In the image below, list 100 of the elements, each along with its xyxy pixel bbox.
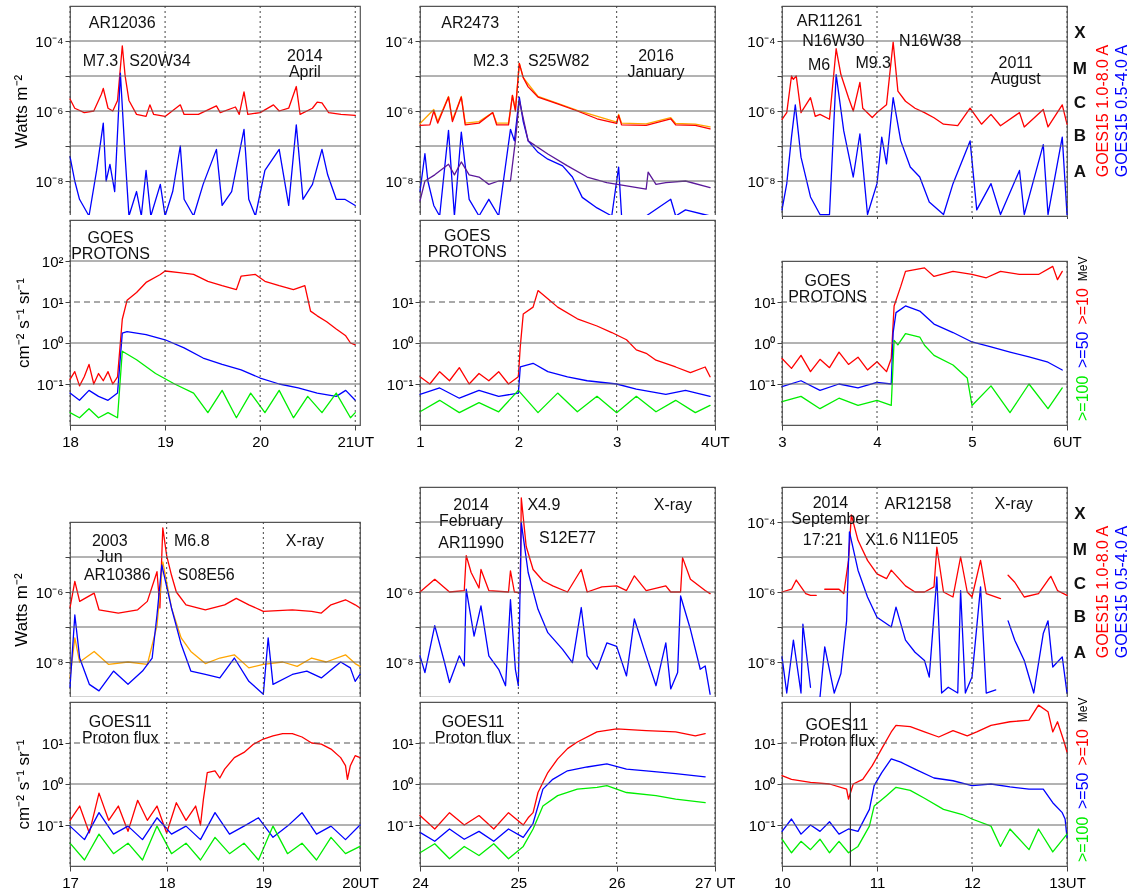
annotation: S25W82 [527, 51, 590, 69]
annotation: S12E77 [539, 529, 597, 547]
line-series [781, 758, 1068, 838]
y-tick-label: 10⁻⁶ [35, 583, 64, 601]
text: >=10 [1074, 729, 1091, 766]
annotation: N16W30 [802, 32, 865, 50]
annotation: GOES PROTONS [788, 271, 868, 305]
line-series [781, 704, 1068, 800]
x-tick-label: 25 [510, 873, 528, 891]
annotation: S20W34 [129, 51, 191, 69]
line-series [69, 732, 361, 834]
annotation: 2014 February [439, 495, 504, 529]
line-series [781, 265, 1063, 373]
annotation: 2003 Jun [91, 532, 128, 566]
y-axis-title: cm⁻² s⁻¹ sr⁻¹ [13, 739, 33, 830]
y-tick-label: 10¹ [753, 734, 776, 752]
y-tick-label: 10⁻⁸ [385, 172, 414, 190]
y-tick-label: 10⁻⁸ [747, 172, 776, 190]
annotation: GOES11 Proton flux [434, 712, 512, 746]
y-tick-label: 10⁰ [753, 334, 776, 352]
y-axis-title: Watts m⁻² [12, 572, 32, 647]
annotation: N11E05 [901, 529, 959, 547]
y-tick-label: 10⁻⁸ [35, 172, 64, 190]
annotation: AR11990 [438, 534, 504, 552]
y-tick-label: 10⁻¹ [386, 375, 414, 393]
x-tick-label: 20 [252, 432, 270, 450]
line-series [419, 362, 711, 399]
x-tick-label: 21UT [337, 432, 375, 450]
y-tick-label: 10¹ [753, 293, 776, 311]
text: M [1072, 540, 1087, 559]
text: >=10 [1074, 288, 1091, 325]
x-tick-label: 27 UT [695, 873, 736, 891]
annotation: M2.3 [473, 51, 509, 69]
line-series [69, 270, 356, 387]
y-tick-label: 10⁻⁶ [385, 102, 414, 120]
y-tick-label: 10⁻¹ [36, 816, 64, 834]
line-series [69, 825, 361, 861]
line-series [781, 305, 1063, 391]
annotation: M9.3 [855, 53, 892, 71]
x-tick-label: 17 [62, 873, 79, 891]
annotation: AR12158 [884, 495, 952, 513]
y-tick-label: 10⁻¹ [748, 375, 776, 393]
annotation: 2016 January [627, 47, 685, 81]
line-series [781, 332, 1063, 414]
text: C [1073, 573, 1086, 593]
annotation: N16W38 [899, 32, 962, 50]
annotation: AR10386 [83, 565, 151, 583]
y-tick-label: 10⁰ [391, 334, 414, 352]
y-tick-label: 10⁻¹ [36, 375, 64, 393]
annotation: X-ray [994, 495, 1033, 513]
x-tick-label: 19 [255, 873, 273, 891]
text: >=50 [1074, 772, 1091, 809]
x-tick-label: 3 [778, 432, 787, 450]
x-tick-label: 11 [869, 873, 886, 891]
x-tick-label: 13UT [1049, 873, 1086, 891]
annotation: GOES PROTONS [71, 229, 151, 263]
line-series [69, 330, 356, 401]
y-tick-label: 10¹ [391, 293, 414, 311]
y-tick-label: 10² [41, 252, 64, 270]
x-tick-label: 12 [964, 873, 981, 891]
text: GOES15 1.0-8.0 A [1094, 525, 1111, 659]
annotation: 2011 August [990, 53, 1042, 87]
x-tick-label: 1 [416, 432, 425, 450]
text: X [1074, 23, 1087, 43]
x-tick-label: 18 [62, 432, 79, 450]
x-tick-label: 6UT [1053, 432, 1082, 450]
y-tick-label: 10⁻¹ [748, 816, 776, 834]
annotation: 17:21 [802, 530, 843, 548]
x-tick-label: 18 [158, 873, 176, 891]
y-tick-label: 10⁻⁴ [35, 32, 64, 50]
text: GOES15 0.5-4.0 A [1113, 525, 1130, 659]
line-series [781, 786, 1068, 854]
y-tick-label: 10¹ [391, 734, 414, 752]
text: B [1073, 607, 1086, 627]
text: GOES15 1.0-8.0 A [1094, 44, 1111, 178]
y-tick-label: 10⁻⁴ [747, 513, 776, 531]
y-tick-label: 10⁻⁴ [747, 32, 776, 50]
text: M [1072, 59, 1087, 78]
y-tick-label: 10⁻⁸ [385, 653, 414, 671]
x-tick-label: 10 [774, 873, 791, 891]
annotation: X4.9 [527, 496, 561, 514]
y-tick-label: 10⁰ [391, 775, 414, 793]
text: A [1073, 161, 1086, 181]
x-tick-label: 5 [968, 432, 977, 450]
text: >=50 [1074, 331, 1091, 368]
annotation: AR12036 [88, 14, 156, 32]
line-series [69, 527, 361, 614]
annotation: GOES PROTONS [427, 227, 507, 261]
y-tick-label: 10⁰ [41, 334, 64, 352]
y-tick-label: 10⁻⁸ [747, 653, 776, 671]
text: GOES15 0.5-4.0 A [1113, 44, 1130, 178]
line-series [419, 389, 711, 414]
y-axis-title: Watts m⁻² [12, 74, 32, 149]
y-tick-label: 10⁻⁸ [35, 653, 64, 671]
y-tick-label: 10⁻⁶ [385, 583, 414, 601]
annotation: AR11261 [796, 12, 863, 30]
annotation: M6 [807, 55, 831, 73]
annotation: X-ray [653, 496, 692, 514]
line-series [69, 45, 356, 118]
text: X [1074, 504, 1087, 524]
